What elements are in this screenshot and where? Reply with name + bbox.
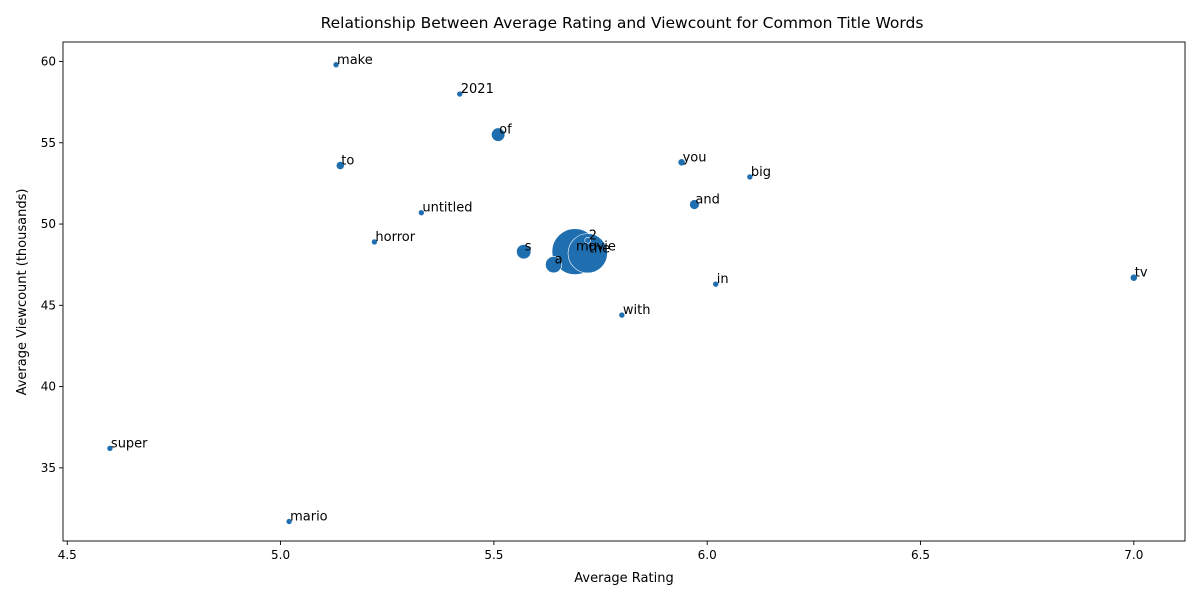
x-tick-label: 5.5 [484, 548, 503, 562]
data-point-mario [285, 518, 293, 525]
data-point-the [567, 233, 608, 274]
point-label-2021: 2021 [461, 82, 494, 97]
x-tick-label: 6.0 [698, 548, 717, 562]
x-tick-label: 5.0 [271, 548, 290, 562]
plot-area: make 2021 of to you big and untitled horror 2movi… [106, 53, 1148, 525]
data-point-of [491, 127, 506, 142]
point-label-mario: mario [290, 509, 328, 524]
y-tick-label: 40 [41, 380, 56, 394]
data-point-in [712, 280, 720, 288]
point-label-movie: movie [576, 240, 616, 255]
point-label-horror: horror [375, 230, 415, 245]
y-tick-label: 35 [41, 461, 56, 475]
y-axis-label: Average Viewcount (thousands) [15, 189, 30, 396]
plot-frame [62, 41, 1186, 542]
point-label-the: the [589, 241, 610, 256]
data-point-horror [371, 238, 378, 246]
data-point-2 [584, 236, 592, 244]
point-label-untitled: untitled [422, 201, 472, 216]
data-point-tv [1129, 273, 1138, 282]
point-label-big: big [751, 165, 771, 180]
point-label-a: a [555, 253, 563, 268]
x-tick-label: 4.5 [58, 548, 77, 562]
data-point-to [335, 161, 345, 170]
x-tick-label: 6.5 [911, 548, 930, 562]
data-point-super [106, 445, 114, 452]
point-label-with: with [623, 303, 651, 318]
point-label-you: you [683, 150, 707, 165]
data-point-with [618, 311, 626, 319]
point-label-super: super [111, 436, 148, 451]
data-point-s [516, 244, 532, 260]
point-label-of: of [499, 123, 512, 138]
data-point-you [677, 158, 686, 167]
point-label-2: 2 [589, 228, 597, 243]
data-point-big [746, 173, 754, 181]
y-axis: 35 40 45 50 55 60 [41, 55, 63, 475]
data-point-make [332, 61, 340, 69]
data-point-2021 [456, 90, 464, 98]
y-tick-label: 55 [41, 136, 56, 150]
chart-title: Relationship Between Average Rating and … [321, 14, 924, 32]
data-point-untitled [418, 209, 425, 216]
point-label-and: and [695, 193, 719, 208]
x-axis: 4.5 5.0 5.5 6.0 6.5 7.0 [58, 541, 1143, 562]
point-label-in: in [717, 272, 729, 287]
y-tick-label: 50 [41, 217, 56, 231]
x-axis-label: Average Rating [574, 571, 673, 586]
x-tick-label: 7.0 [1124, 548, 1143, 562]
y-tick-label: 45 [41, 298, 56, 312]
point-label-s: s [525, 240, 532, 255]
data-point-and [689, 199, 700, 210]
point-label-to: to [341, 154, 354, 169]
point-label-tv: tv [1135, 266, 1148, 281]
y-tick-label: 60 [41, 55, 56, 69]
point-label-make: make [337, 53, 373, 68]
data-point-a [545, 256, 563, 274]
